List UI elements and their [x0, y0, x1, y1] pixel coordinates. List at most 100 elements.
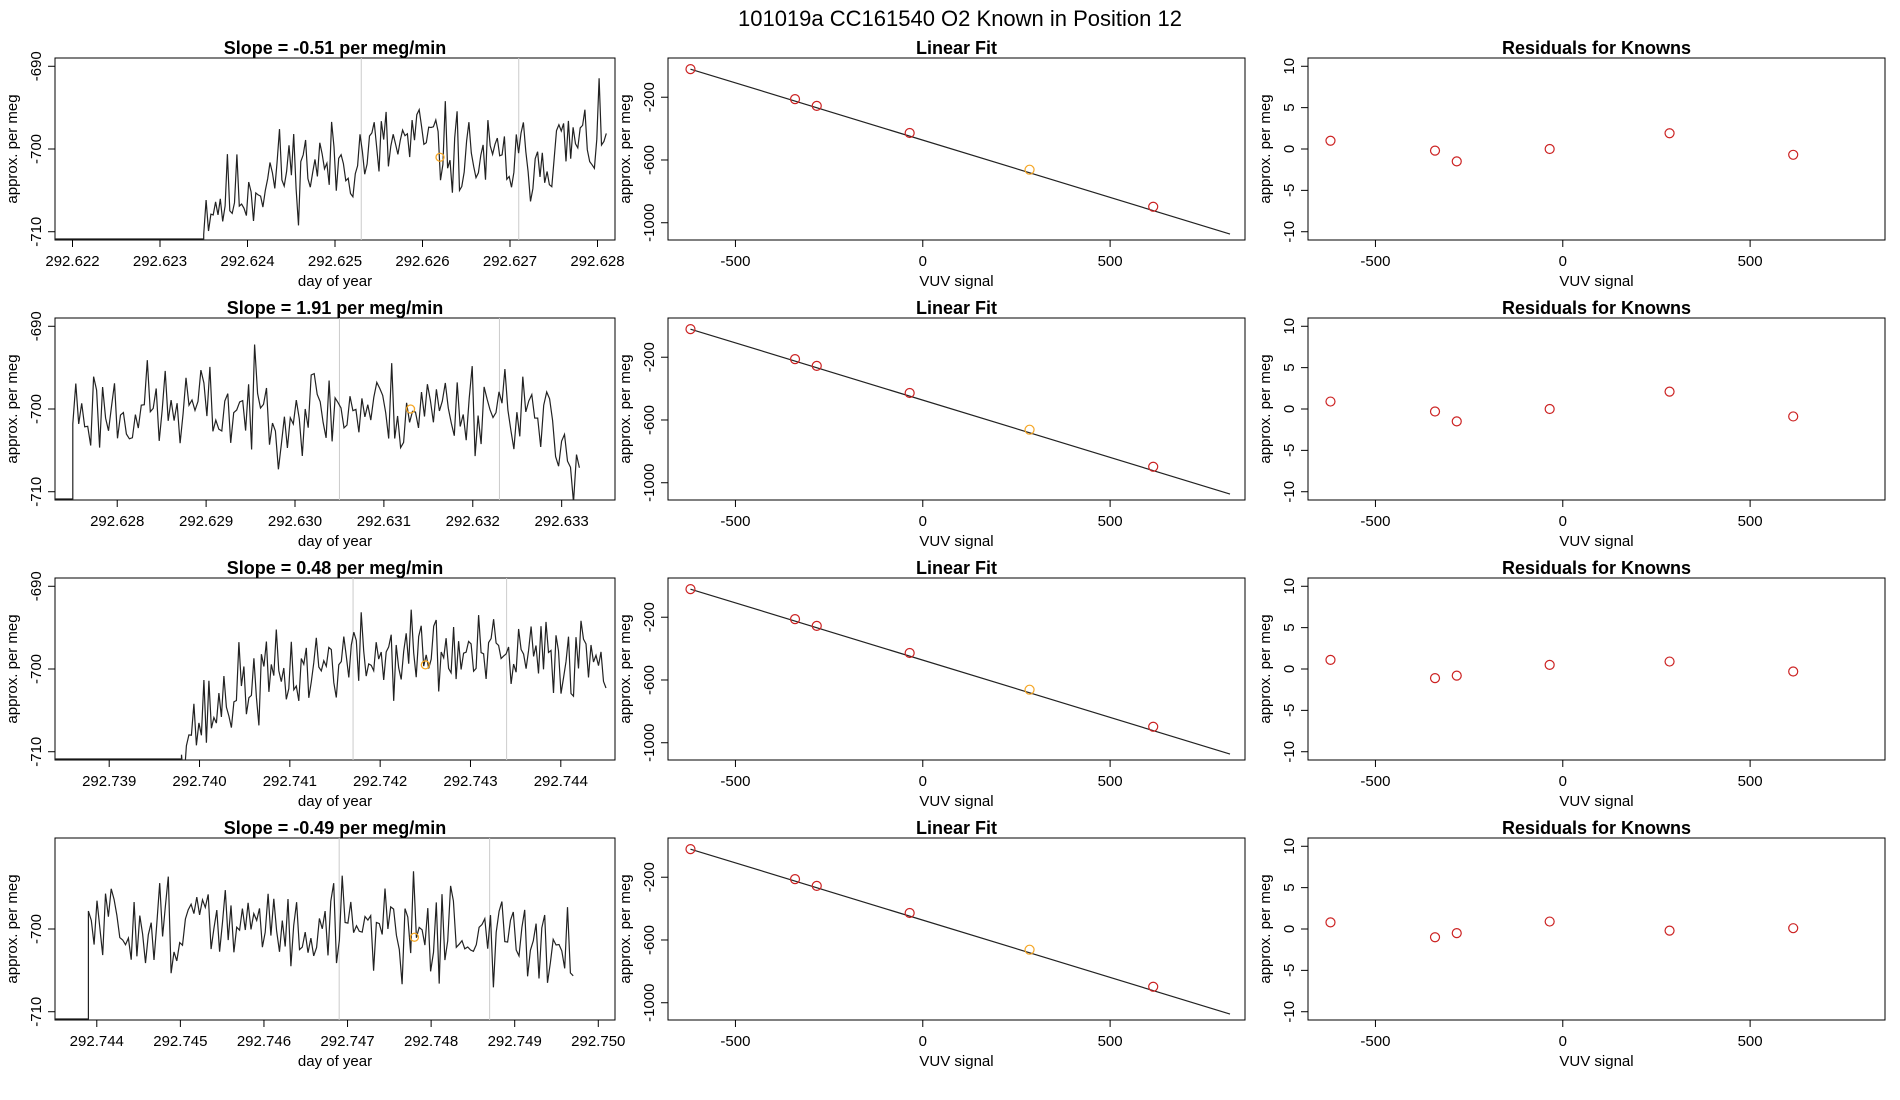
x-tick-label: 500	[1738, 253, 1763, 270]
data-point	[1544, 659, 1555, 670]
y-tick-label: -10	[1281, 1001, 1298, 1023]
plot-frame	[667, 837, 1246, 1021]
plot-frame	[667, 577, 1246, 761]
y-tick-label: -690	[28, 311, 45, 341]
data-point	[1788, 923, 1799, 934]
data-point	[1544, 916, 1555, 927]
data-point	[789, 874, 801, 885]
y-tick-label: 0	[1281, 665, 1298, 673]
panel-title: Residuals for Knowns	[1502, 558, 1691, 578]
y-axis-label: approx. per meg	[617, 354, 634, 463]
x-tick-label: 292.625	[308, 253, 362, 270]
panel-2-2: Linear Fit -500 0 500 VUV signal -200 -600 -100…	[617, 298, 1246, 550]
x-tick-label: 292.623	[133, 253, 187, 270]
data-point	[1148, 721, 1159, 732]
y-tick-label: 0	[1281, 145, 1298, 153]
x-axis-label: VUV signal	[1559, 793, 1633, 810]
x-tick-label: 292.747	[320, 1033, 374, 1050]
data-point	[811, 100, 822, 111]
x-axis-label: day of year	[298, 533, 372, 550]
y-tick-label: -1000	[641, 464, 658, 502]
y-axis-label: approx. per meg	[1257, 94, 1274, 203]
data-point	[1148, 201, 1159, 212]
data-point	[685, 584, 696, 595]
data-point-orange	[409, 932, 420, 942]
panel-title: Slope = 0.48 per meg/min	[227, 558, 444, 578]
y-tick-label: -10	[1281, 741, 1298, 763]
data-point	[811, 620, 822, 631]
data-point	[1325, 917, 1336, 928]
y-axis-label: approx. per meg	[617, 94, 634, 203]
data-point	[904, 127, 915, 139]
data-point	[1451, 416, 1462, 427]
y-tick-label: -700	[28, 914, 45, 944]
y-tick-label: -600	[641, 405, 658, 435]
plot-frame	[1307, 577, 1886, 761]
data-point-orange	[420, 660, 430, 670]
data-trace	[72, 344, 580, 500]
x-tick-label: 0	[1559, 253, 1567, 270]
panel-4-2: Linear Fit -500 0 500 VUV signal -200 -600 -100…	[617, 818, 1246, 1070]
data-point	[811, 360, 822, 371]
data-point-orange	[405, 404, 416, 414]
y-tick-label: -10	[1281, 221, 1298, 243]
y-tick-label: 10	[1281, 838, 1298, 855]
y-tick-label: -5	[1281, 184, 1298, 197]
data-point	[1664, 128, 1675, 139]
panel-2-3: Residuals for Knowns -500 0 500 VUV signal 10…	[1257, 298, 1886, 550]
x-axis-label: VUV signal	[919, 273, 993, 290]
data-trace	[180, 609, 607, 760]
x-tick-label: 292.742	[353, 773, 407, 790]
data-point	[685, 324, 696, 335]
y-tick-label: -700	[28, 654, 45, 684]
y-tick-label: -710	[28, 217, 45, 247]
y-axis-label: approx. per meg	[4, 94, 21, 203]
plot-frame	[54, 317, 616, 501]
data-point	[685, 64, 696, 75]
x-tick-label: 292.622	[45, 253, 99, 270]
x-tick-label: 500	[1738, 1033, 1763, 1050]
y-axis-label: approx. per meg	[617, 614, 634, 723]
x-tick-label: 292.632	[446, 513, 500, 530]
y-axis-label: approx. per meg	[1257, 614, 1274, 723]
data-trace	[87, 871, 574, 1020]
y-axis-label: approx. per meg	[4, 354, 21, 463]
x-tick-label: 292.750	[571, 1033, 625, 1050]
x-tick-label: 0	[1559, 1033, 1567, 1050]
x-tick-label: -500	[1360, 1033, 1390, 1050]
plot-frame	[1307, 837, 1886, 1021]
y-axis-label: approx. per meg	[4, 614, 21, 723]
data-point	[1429, 672, 1441, 684]
plot-frame	[667, 317, 1246, 501]
x-tick-label: 500	[1738, 773, 1763, 790]
panel-title: Linear Fit	[916, 38, 997, 58]
panel-3-1: Slope = 0.48 per meg/min 292.739 292.740 29…	[4, 558, 616, 810]
x-tick-label: 292.624	[220, 253, 274, 270]
x-tick-label: 292.626	[395, 253, 449, 270]
panel-title: Linear Fit	[916, 818, 997, 838]
x-axis-label: VUV signal	[919, 793, 993, 810]
x-axis-label: VUV signal	[919, 533, 993, 550]
data-point	[685, 844, 696, 855]
plot-frame	[1307, 317, 1886, 501]
panel-1-2: Linear Fit -500 0 500 VUV signal -200 -600 -100…	[617, 38, 1246, 290]
data-point	[1148, 981, 1159, 992]
y-tick-label: -600	[641, 145, 658, 175]
y-tick-label: 5	[1281, 103, 1298, 111]
data-point	[904, 387, 915, 399]
figure-title: 101019a CC161540 O2 Known in Position 12	[738, 6, 1182, 31]
y-tick-label: -200	[641, 342, 658, 372]
fit-line	[690, 848, 1231, 1015]
y-tick-label: -600	[641, 665, 658, 695]
x-tick-label: 292.744	[534, 773, 588, 790]
panel-1-3: Residuals for Knowns -500 0 500 VUV signal 10…	[1257, 38, 1886, 290]
data-point-orange	[1024, 684, 1035, 695]
y-tick-label: -1000	[641, 204, 658, 242]
data-point	[1451, 928, 1462, 939]
x-tick-label: -500	[720, 773, 750, 790]
panel-title: Linear Fit	[916, 298, 997, 318]
data-point	[1325, 135, 1336, 146]
data-point-orange	[1024, 164, 1035, 175]
x-tick-label: 292.739	[82, 773, 136, 790]
